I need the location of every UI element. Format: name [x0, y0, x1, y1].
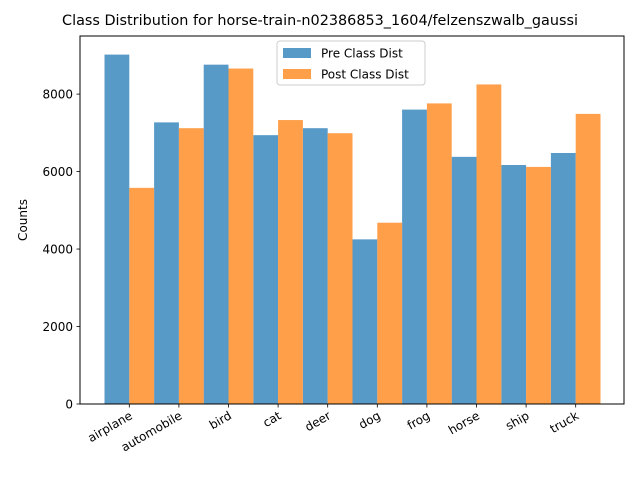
bar-pre-cat — [253, 135, 279, 404]
bar-post-cat — [278, 120, 303, 404]
bar-pre-truck — [550, 152, 576, 404]
bar-post-truck — [575, 113, 601, 404]
bar-pre-dog — [352, 239, 378, 404]
y-tick-label: 0 — [65, 397, 73, 411]
bar-pre-frog — [402, 109, 427, 404]
y-tick-label: 2000 — [42, 320, 73, 334]
legend-swatch-post — [283, 69, 311, 79]
bar-post-automobile — [178, 128, 204, 405]
bar-pre-deer — [302, 128, 328, 405]
bar-pre-automobile — [154, 122, 179, 405]
y-axis-ticks: 0 2000 4000 6000 8000 — [42, 87, 80, 411]
y-tick-label: 4000 — [42, 242, 73, 256]
legend-label-post: Post Class Dist — [321, 68, 409, 82]
bar-post-deer — [327, 133, 353, 404]
legend-box — [276, 40, 426, 86]
bar-post-ship — [526, 166, 551, 404]
axes-frame — [79, 35, 625, 405]
bar-post-frog — [426, 103, 452, 405]
y-tick-label: 6000 — [42, 165, 73, 179]
legend-label-pre: Pre Class Dist — [321, 47, 403, 61]
bars-group — [104, 54, 601, 405]
bar-post-dog — [377, 222, 403, 404]
legend: Pre Class Dist Post Class Dist — [276, 40, 426, 86]
bar-post-bird — [228, 68, 254, 405]
bar-pre-airplane — [104, 54, 130, 404]
bar-pre-bird — [203, 64, 229, 405]
chart-title: Class Distribution for horse-train-n0238… — [62, 13, 578, 29]
bar-pre-ship — [501, 164, 527, 404]
legend-swatch-pre — [283, 48, 311, 58]
bar-post-airplane — [129, 187, 155, 404]
bar-post-horse — [476, 84, 502, 404]
y-axis-label: Counts — [16, 199, 30, 241]
y-tick-label: 8000 — [42, 87, 73, 101]
bar-pre-horse — [451, 156, 477, 404]
